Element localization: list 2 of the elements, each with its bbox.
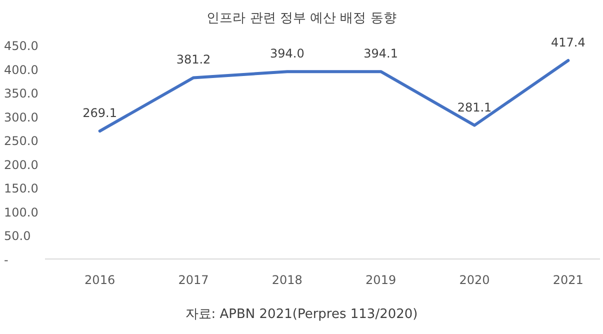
title: 인프라 관련 정부 예산 배정 동향	[206, 11, 396, 26]
annotation: 자료: APBN 2021(Perpres 113/2020)	[185, 307, 418, 322]
